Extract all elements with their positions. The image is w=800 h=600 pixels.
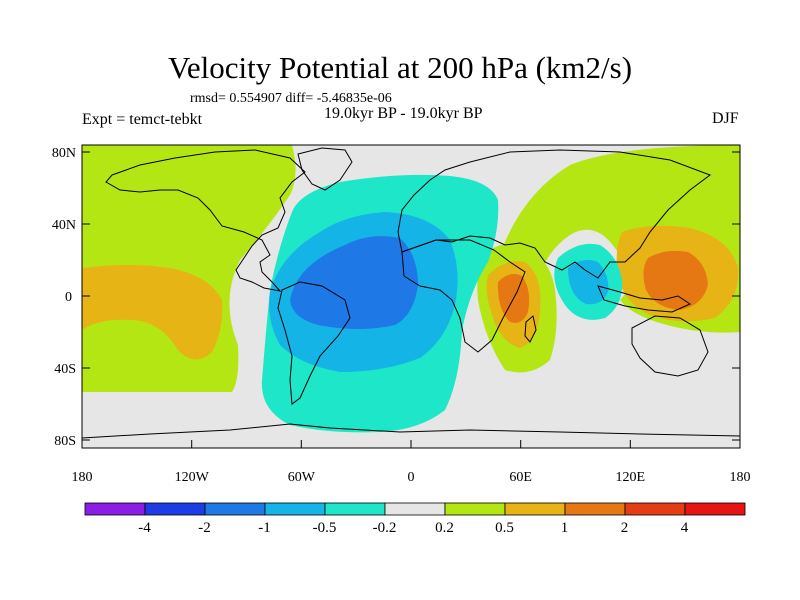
lon-label-180w: 180	[72, 470, 93, 485]
colorbar-label: 4	[681, 520, 689, 536]
colorbar-label: 1	[561, 520, 569, 536]
lon-tick: 0	[408, 440, 415, 485]
lat-label-80s: 80S	[54, 434, 76, 449]
contour-pos-mid-east-pacific	[82, 265, 223, 360]
colorbar: -4 -2 -1 -0.5 -0.2 0.2 0.5 1 2 4	[84, 502, 746, 536]
lon-label-180e: 180	[730, 470, 751, 485]
lon-tick: 120E	[616, 440, 646, 485]
lat-tick: 0	[65, 290, 740, 305]
colorbar-box	[384, 502, 446, 516]
lat-label-40s: 40S	[54, 362, 76, 377]
coast-africa	[401, 239, 526, 353]
lat-tick: 80N	[52, 146, 740, 161]
contour-pos-weak-east-pacific	[82, 145, 296, 392]
lat-label-40n: 40N	[52, 218, 76, 233]
coast-australia	[631, 315, 709, 377]
colorbar-label: -0.5	[313, 520, 337, 536]
lon-label-120w: 120W	[175, 470, 210, 485]
lon-tick: 180	[72, 440, 93, 485]
lon-label-0: 0	[408, 470, 415, 485]
chart-title: Velocity Potential at 200 hPa (km2/s)	[167, 50, 633, 85]
colorbar-label: -4	[138, 520, 151, 536]
colorbar-box	[624, 502, 686, 516]
colorbar-box	[84, 502, 146, 516]
colorbar-box	[204, 502, 266, 516]
colorbar-labels: -4 -2 -1 -0.5 -0.2 0.2 0.5 1 2 4	[138, 520, 689, 536]
lat-label-80n: 80N	[52, 146, 76, 161]
colorbar-label: -0.2	[373, 520, 397, 536]
lon-tick: 60E	[509, 440, 532, 485]
season-label: DJF	[712, 110, 739, 127]
lon-tick: 180	[730, 440, 751, 485]
colorbar-label: 2	[621, 520, 629, 536]
coast-south-america	[277, 281, 351, 405]
map-plot-area	[82, 145, 740, 448]
contour-neg-mid-indian	[568, 260, 609, 305]
colorbar-label: -1	[258, 520, 271, 536]
colorbar-label: 0.5	[495, 520, 514, 536]
lon-tick: 120W	[175, 440, 210, 485]
contour-neg-strong-atlantic	[290, 236, 418, 329]
coast-madagascar	[524, 315, 537, 343]
coast-southeast-asia	[597, 285, 692, 313]
colorbar-box	[504, 502, 566, 516]
period-label: 19.0kyr BP - 19.0kyr BP	[324, 105, 483, 122]
coast-antarctica	[82, 423, 740, 439]
colorbar-label: -2	[198, 520, 211, 536]
colorbar-boxes	[84, 502, 746, 516]
colorbar-box	[564, 502, 626, 516]
colorbar-box	[684, 502, 746, 516]
lat-tick: 80S	[54, 434, 740, 449]
coast-eurasia	[397, 149, 712, 279]
experiment-label: Expt = temct-tebkt	[82, 111, 203, 128]
colorbar-box	[144, 502, 206, 516]
contour-pos-strong-west-pacific	[643, 250, 708, 310]
lat-tick: 40N	[52, 218, 740, 233]
stats-line: rmsd= 0.554907 diff= -5.46835e-06	[190, 91, 392, 106]
lon-label-120e: 120E	[616, 470, 646, 485]
colorbar-label: 0.2	[435, 520, 454, 536]
lon-tick: 60W	[288, 440, 316, 485]
colorbar-box	[444, 502, 506, 516]
coast-greenland	[297, 147, 353, 191]
lat-label-0: 0	[65, 290, 72, 305]
lat-axis: 80N 40N 0 40S 80S	[52, 146, 740, 449]
colorbar-box	[264, 502, 326, 516]
coastlines	[82, 147, 740, 439]
lon-axis: 180 120W 60W 0 60E 120E 180	[72, 440, 751, 485]
lon-label-60w: 60W	[288, 470, 316, 485]
lon-label-60e: 60E	[509, 470, 532, 485]
lat-tick: 40S	[54, 362, 740, 377]
coast-north-america	[105, 149, 306, 292]
colorbar-box	[324, 502, 386, 516]
